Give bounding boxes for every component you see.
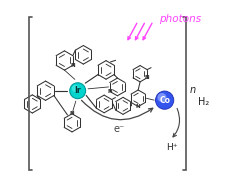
Circle shape bbox=[70, 83, 86, 99]
Circle shape bbox=[155, 91, 174, 109]
Text: N: N bbox=[107, 89, 112, 94]
Text: photons: photons bbox=[159, 14, 201, 24]
Text: Ir: Ir bbox=[74, 86, 81, 95]
Text: N: N bbox=[136, 104, 140, 109]
Text: N: N bbox=[145, 75, 149, 80]
Text: H⁺: H⁺ bbox=[167, 143, 178, 152]
Circle shape bbox=[158, 93, 167, 102]
Text: H₂: H₂ bbox=[198, 97, 209, 107]
Text: Co: Co bbox=[159, 96, 170, 105]
Text: n: n bbox=[189, 85, 195, 95]
FancyArrowPatch shape bbox=[173, 108, 179, 137]
FancyArrowPatch shape bbox=[82, 100, 153, 120]
Circle shape bbox=[72, 85, 79, 92]
Text: N: N bbox=[70, 111, 74, 116]
Text: N: N bbox=[70, 63, 75, 68]
Text: e⁻: e⁻ bbox=[114, 124, 125, 133]
